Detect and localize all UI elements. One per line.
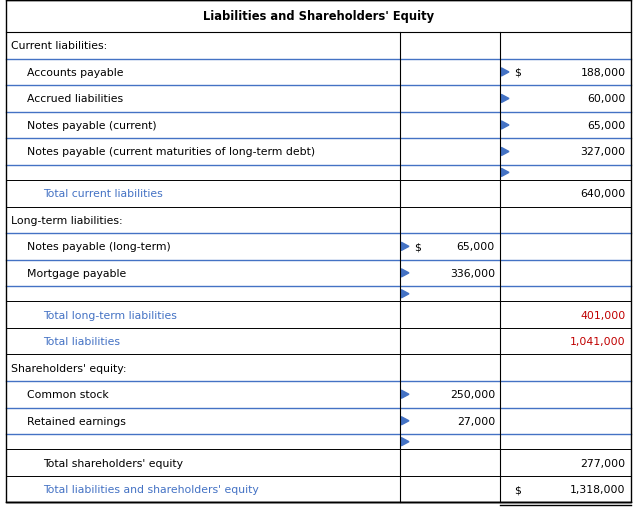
Text: Common stock: Common stock: [27, 389, 109, 400]
Text: 27,000: 27,000: [457, 416, 495, 426]
Polygon shape: [401, 438, 409, 446]
Polygon shape: [501, 148, 509, 156]
Text: Shareholders' equity:: Shareholders' equity:: [11, 363, 127, 373]
Text: 250,000: 250,000: [450, 389, 495, 400]
Polygon shape: [401, 243, 409, 251]
Polygon shape: [501, 169, 509, 177]
Text: $: $: [514, 484, 521, 494]
Text: 1,318,000: 1,318,000: [570, 484, 626, 494]
Text: Current liabilities:: Current liabilities:: [11, 41, 108, 51]
Text: Total current liabilities: Total current liabilities: [43, 189, 163, 199]
Text: 336,000: 336,000: [450, 268, 495, 278]
Text: 60,000: 60,000: [587, 94, 626, 104]
Text: 1,041,000: 1,041,000: [570, 336, 626, 347]
Text: Accounts payable: Accounts payable: [27, 68, 124, 78]
Polygon shape: [501, 122, 509, 130]
Text: Accrued liabilities: Accrued liabilities: [27, 94, 124, 104]
Text: 65,000: 65,000: [457, 242, 495, 252]
Polygon shape: [401, 290, 409, 298]
Polygon shape: [401, 390, 409, 399]
Text: Long-term liabilities:: Long-term liabilities:: [11, 215, 123, 225]
Text: Retained earnings: Retained earnings: [27, 416, 126, 426]
Text: Mortgage payable: Mortgage payable: [27, 268, 127, 278]
Text: Total liabilities and shareholders' equity: Total liabilities and shareholders' equi…: [43, 484, 259, 494]
Text: Notes payable (long-term): Notes payable (long-term): [27, 242, 171, 252]
Text: $: $: [514, 68, 521, 78]
Text: 277,000: 277,000: [580, 458, 626, 468]
Polygon shape: [501, 95, 509, 103]
Text: Notes payable (current): Notes payable (current): [27, 121, 157, 131]
Text: 640,000: 640,000: [580, 189, 626, 199]
Polygon shape: [501, 69, 509, 77]
Text: Total long-term liabilities: Total long-term liabilities: [43, 310, 177, 320]
Polygon shape: [401, 269, 409, 277]
Polygon shape: [401, 417, 409, 425]
Text: 65,000: 65,000: [587, 121, 626, 131]
Text: Liabilities and Shareholders' Equity: Liabilities and Shareholders' Equity: [203, 10, 434, 23]
Text: Total shareholders' equity: Total shareholders' equity: [43, 458, 183, 468]
Text: Notes payable (current maturities of long-term debt): Notes payable (current maturities of lon…: [27, 147, 315, 157]
Text: 401,000: 401,000: [580, 310, 626, 320]
Text: Total liabilities: Total liabilities: [43, 336, 120, 347]
Text: 327,000: 327,000: [580, 147, 626, 157]
Text: $: $: [414, 242, 421, 252]
Text: 188,000: 188,000: [580, 68, 626, 78]
